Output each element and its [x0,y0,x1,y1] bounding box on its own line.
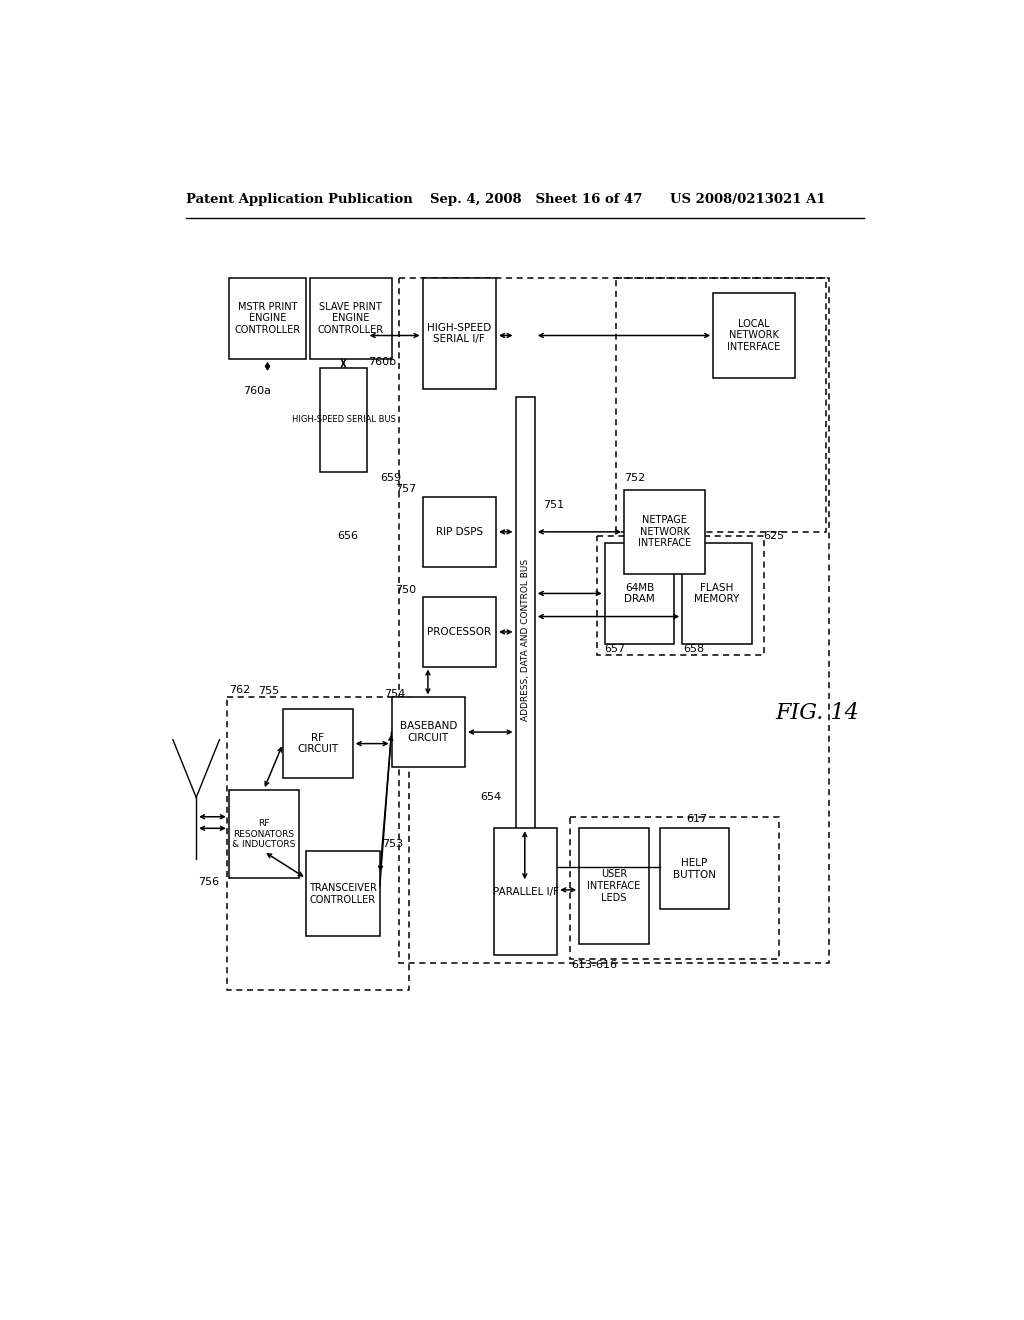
Text: PROCESSOR: PROCESSOR [427,627,492,638]
Text: 760b: 760b [369,358,396,367]
Text: USER
INTERFACE
LEDS: USER INTERFACE LEDS [588,870,641,903]
Text: BASEBAND
CIRCUIT: BASEBAND CIRCUIT [399,721,457,743]
Bar [391,697,465,767]
Text: Patent Application Publication: Patent Application Publication [186,193,413,206]
Text: 750: 750 [395,585,417,594]
Text: HIGH-SPEED
SERIAL I/F: HIGH-SPEED SERIAL I/F [427,323,492,345]
Bar [604,544,675,644]
Bar [659,829,729,909]
Text: RF
CIRCUIT: RF CIRCUIT [297,733,339,755]
Text: LOCAL
NETWORK
INTERFACE: LOCAL NETWORK INTERFACE [727,319,780,352]
Text: 64MB
DRAM: 64MB DRAM [624,582,655,605]
Text: TRANSCEIVER
CONTROLLER: TRANSCEIVER CONTROLLER [309,883,377,904]
Text: 659: 659 [380,473,401,483]
Bar [494,829,557,956]
Text: FIG. 14: FIG. 14 [775,702,859,723]
Text: 617: 617 [686,814,708,824]
Text: FLASH
MEMORY: FLASH MEMORY [694,582,739,605]
Bar [624,490,706,574]
Bar [515,397,535,882]
Bar [399,277,829,964]
Text: 654: 654 [480,792,502,803]
Bar [597,536,764,655]
Text: 751: 751 [543,500,564,510]
Text: 625: 625 [764,531,784,541]
Text: 613-616: 613-616 [571,961,617,970]
Text: HELP
BUTTON: HELP BUTTON [673,858,716,879]
Bar [713,293,795,378]
Text: Sep. 4, 2008   Sheet 16 of 47: Sep. 4, 2008 Sheet 16 of 47 [430,193,643,206]
Bar [228,277,306,359]
Bar [227,697,410,990]
Text: 753: 753 [382,838,403,849]
Bar [423,498,496,566]
Bar [306,851,380,936]
Bar [310,277,391,359]
Text: NETPAGE
NETWORK
INTERFACE: NETPAGE NETWORK INTERFACE [638,515,691,548]
Text: RF
RESONATORS
& INDUCTORS: RF RESONATORS & INDUCTORS [232,820,295,849]
Bar [616,277,825,532]
Bar [321,368,367,471]
Text: 656: 656 [337,531,358,541]
Bar [228,789,299,878]
Text: US 2008/0213021 A1: US 2008/0213021 A1 [671,193,826,206]
Text: 657: 657 [604,644,626,653]
Text: PARALLEL I/F: PARALLEL I/F [493,887,558,896]
Text: ADDRESS, DATA AND CONTROL BUS: ADDRESS, DATA AND CONTROL BUS [520,558,529,721]
Text: RIP DSPS: RIP DSPS [436,527,483,537]
Text: SLAVE PRINT
ENGINE
CONTROLLER: SLAVE PRINT ENGINE CONTROLLER [317,301,384,335]
Text: 756: 756 [198,878,219,887]
Bar [283,709,352,779]
Text: 760a: 760a [243,385,270,396]
Bar [569,817,779,960]
Text: 752: 752 [624,473,645,483]
Text: 755: 755 [258,686,280,696]
Text: 658: 658 [684,644,705,653]
Bar [423,597,496,667]
Text: 757: 757 [395,484,417,495]
Text: HIGH-SPEED SERIAL BUS: HIGH-SPEED SERIAL BUS [292,416,395,424]
Text: 762: 762 [228,685,250,694]
Text: 754: 754 [384,689,406,698]
Bar [423,277,496,389]
Text: MSTR PRINT
ENGINE
CONTROLLER: MSTR PRINT ENGINE CONTROLLER [234,301,301,335]
Bar [682,544,752,644]
Bar [579,829,649,944]
